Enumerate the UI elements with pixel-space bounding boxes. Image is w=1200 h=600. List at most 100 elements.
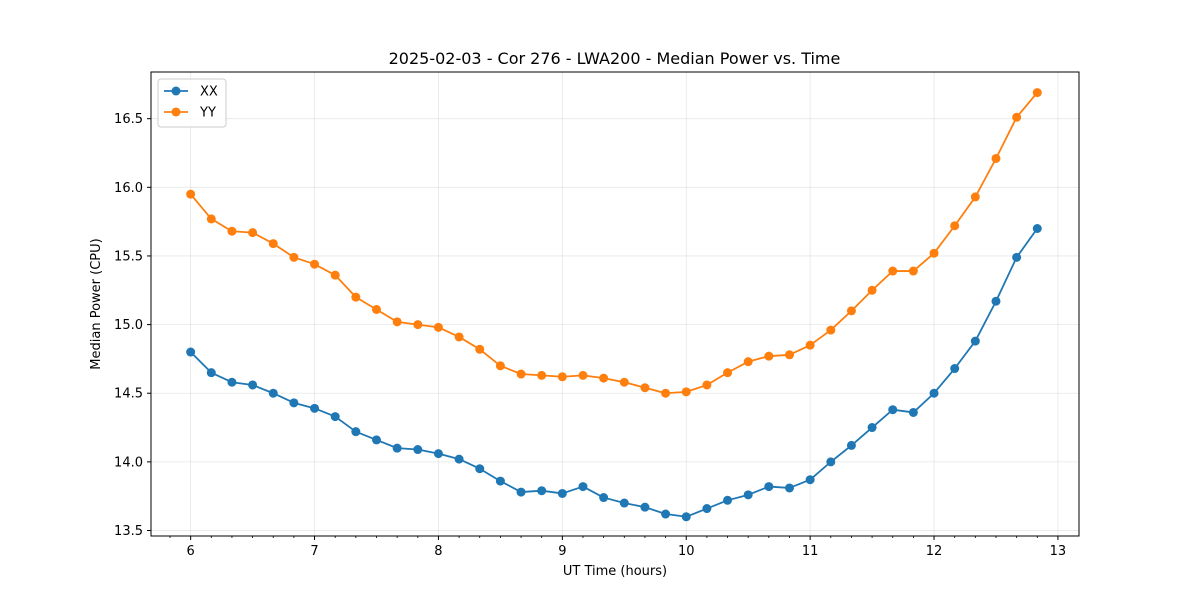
x-tick-label: 13 <box>1050 544 1067 559</box>
y-tick-label: 14.5 <box>114 387 143 402</box>
data-point-xx <box>206 368 216 378</box>
data-point-xx <box>681 512 691 522</box>
data-point-xx <box>950 364 960 374</box>
data-point-xx <box>908 407 918 417</box>
y-tick-label: 15.5 <box>114 249 143 264</box>
grid-lines <box>151 72 1079 536</box>
data-point-yy <box>681 387 691 397</box>
data-point-xx <box>867 423 877 433</box>
data-point-yy <box>970 192 980 202</box>
data-point-xx <box>846 440 856 450</box>
data-point-xx <box>805 475 815 485</box>
y-tick-label: 16.5 <box>114 112 143 127</box>
data-point-yy <box>227 226 237 236</box>
data-point-xx <box>764 482 774 492</box>
data-point-xx <box>929 388 939 398</box>
data-point-yy <box>413 320 423 330</box>
x-tick-label: 11 <box>802 544 819 559</box>
data-point-yy <box>723 368 733 378</box>
data-point-xx <box>516 487 526 497</box>
data-point-xx <box>433 449 443 459</box>
data-point-xx <box>392 443 402 453</box>
data-point-yy <box>289 252 299 262</box>
data-point-xx <box>599 493 609 503</box>
legend-label-xx: XX <box>200 85 218 100</box>
data-point-yy <box>433 322 443 332</box>
data-point-yy <box>640 383 650 393</box>
data-point-yy <box>206 214 216 224</box>
data-point-yy <box>372 304 381 314</box>
x-tick-label: 10 <box>678 544 695 559</box>
data-point-xx <box>578 482 588 492</box>
chart-title: 2025-02-03 - Cor 276 - LWA200 - Median P… <box>389 49 841 68</box>
legend: XX YY <box>157 78 227 128</box>
y-tick-label: 16.0 <box>114 181 143 196</box>
data-point-yy <box>619 377 629 387</box>
data-point-xx <box>970 336 980 346</box>
data-point-yy <box>661 388 671 398</box>
data-point-yy <box>578 370 588 380</box>
data-point-yy <box>475 344 485 354</box>
y-tick-label: 15.0 <box>114 318 143 333</box>
data-point-xx <box>475 464 485 474</box>
x-tick-label: 7 <box>310 544 318 559</box>
data-point-xx <box>991 296 1001 306</box>
data-point-yy <box>908 266 918 276</box>
x-tick-label: 12 <box>926 544 943 559</box>
data-point-xx <box>289 398 299 408</box>
series-layer <box>186 88 1042 522</box>
y-axis: 13.5 14.0 14.5 15.0 15.5 16.0 16.5 <box>114 112 151 539</box>
data-point-xx <box>268 388 278 398</box>
data-point-yy <box>330 270 340 280</box>
data-point-yy <box>888 266 898 276</box>
data-point-yy <box>516 369 526 379</box>
data-point-xx <box>743 490 753 500</box>
data-point-yy <box>248 228 258 238</box>
data-point-yy <box>599 373 609 383</box>
plot-area-frame <box>150 71 1080 537</box>
data-point-xx <box>784 483 794 493</box>
data-point-xx <box>537 486 547 496</box>
data-point-xx <box>495 476 505 486</box>
data-point-yy <box>495 361 505 371</box>
data-point-yy <box>784 350 794 360</box>
data-point-yy <box>392 317 402 327</box>
data-point-xx <box>372 435 381 445</box>
data-point-yy <box>764 351 774 361</box>
y-tick-label: 13.5 <box>114 524 143 539</box>
data-point-xx <box>723 495 733 505</box>
data-point-yy <box>929 248 939 258</box>
data-point-xx <box>826 457 836 467</box>
x-tick-label: 9 <box>558 544 566 559</box>
data-point-xx <box>330 412 340 422</box>
data-point-xx <box>186 347 196 357</box>
data-point-yy <box>1032 88 1042 98</box>
data-point-yy <box>950 221 960 231</box>
data-point-yy <box>268 239 278 249</box>
data-point-yy <box>557 372 567 382</box>
data-point-xx <box>888 405 898 415</box>
data-point-xx <box>310 403 320 413</box>
data-point-yy <box>702 380 712 390</box>
y-axis-label: Median Power (CPU) <box>89 238 104 369</box>
data-point-xx <box>248 380 258 390</box>
x-axis: 6 7 8 9 10 11 12 13 <box>169 536 1067 559</box>
x-tick-label: 8 <box>434 544 442 559</box>
data-point-yy <box>1012 112 1022 122</box>
data-point-yy <box>867 285 877 295</box>
data-point-xx <box>1012 252 1022 262</box>
legend-marker-yy <box>171 107 181 117</box>
legend-label-yy: YY <box>199 106 216 121</box>
data-point-xx <box>227 377 237 387</box>
data-point-yy <box>805 340 815 350</box>
data-point-xx <box>413 445 423 455</box>
data-point-xx <box>557 488 567 498</box>
data-point-yy <box>846 306 856 316</box>
data-point-xx <box>454 454 464 464</box>
data-point-xx <box>1032 224 1042 233</box>
data-point-yy <box>351 292 361 302</box>
data-point-yy <box>310 259 320 269</box>
data-point-xx <box>640 502 650 512</box>
legend-marker-xx <box>171 86 181 96</box>
